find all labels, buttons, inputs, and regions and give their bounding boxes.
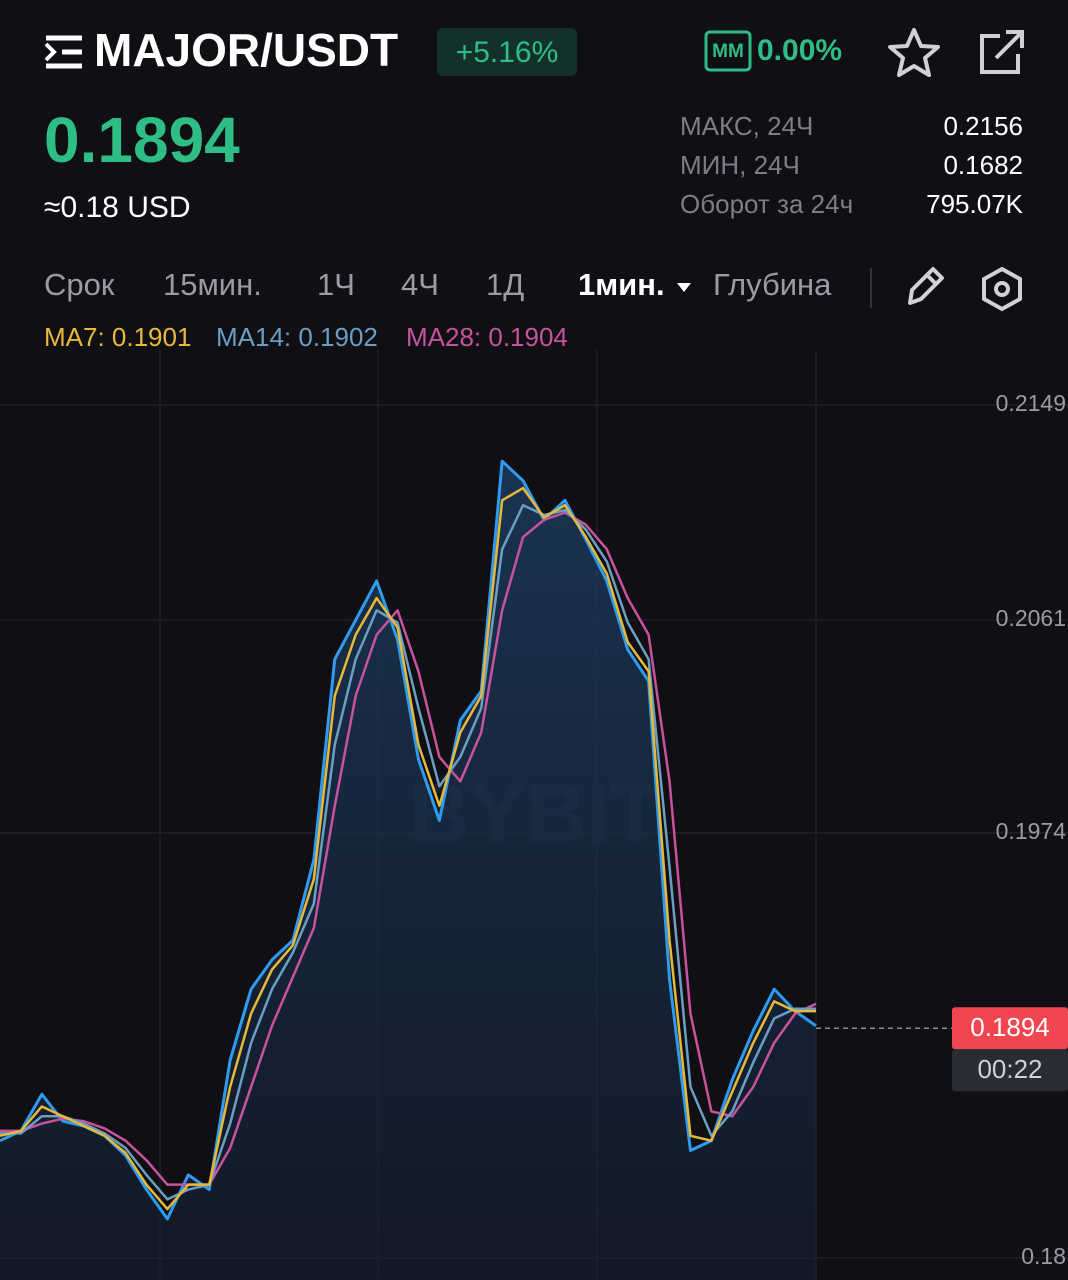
stat-value: 0.1682 [943, 150, 1023, 180]
tab[interactable]: 1мин. [578, 267, 665, 302]
tab[interactable]: 4Ч [401, 267, 439, 302]
price-line [0, 459, 817, 1221]
change: +5.16% [456, 36, 559, 69]
ma-legend: MA7: 0.1901 MA14: 0.1902 MA28: 0.1904 [44, 322, 568, 352]
y-tick-label: 0.18 [1021, 1243, 1066, 1269]
last-price-label: 0.1894 [970, 1012, 1050, 1042]
stat-label: МАКС, 24Ч [680, 111, 813, 141]
y-tick-label: 0.2149 [996, 390, 1066, 416]
menu-icon[interactable] [44, 35, 82, 69]
stat-value: 795.07K [926, 189, 1024, 219]
y-tick-label: 0.1974 [996, 818, 1067, 844]
stats: МАКС, 24Ч 0.2156 МИН, 24Ч 0.1682 Оборот за 2… [680, 111, 1024, 219]
tab[interactable]: Глубина [713, 267, 832, 302]
y-tick-label: 0.2061 [996, 605, 1066, 631]
mm-badge-box [704, 30, 752, 72]
usd-price: ≈0.18 USD [44, 191, 191, 224]
settings-icon[interactable] [982, 266, 1022, 312]
last-price: 0.1894 [44, 104, 240, 176]
ma-legend-item: MA14: 0.1902 [216, 322, 378, 352]
pencil-icon[interactable] [908, 267, 944, 305]
tab[interactable]: 15мин. [163, 267, 262, 302]
mm-badge: MM [712, 41, 744, 62]
ma-legend-item: MA7: 0.1901 [44, 322, 191, 352]
ma-line [0, 511, 817, 1186]
tabs: Срок 15мин. 1Ч 4Ч 1Д 1мин. Глубина [44, 267, 832, 302]
stat-value: 0.2156 [943, 111, 1023, 141]
price-area [0, 461, 816, 1280]
countdown-tag [952, 1049, 1068, 1092]
countdown: 00:22 [977, 1054, 1042, 1084]
ma-line [0, 503, 816, 1201]
stat-label: МИН, 24Ч [680, 150, 800, 180]
tab[interactable]: 1Д [486, 267, 524, 302]
share-icon[interactable] [980, 30, 1024, 74]
star-icon[interactable] [888, 28, 940, 77]
dropdown-arrow[interactable] [677, 283, 691, 292]
stat-label: Оборот за 24ч [680, 189, 853, 219]
mm-value: 0.00% [757, 34, 842, 67]
ma-line [0, 486, 816, 1211]
tab[interactable]: 1Ч [317, 267, 355, 302]
pair[interactable]: MAJOR/USDT [94, 24, 398, 76]
change-badge [437, 28, 577, 76]
ma-legend-item: MA28: 0.1904 [406, 322, 568, 352]
last-price-tag [952, 1007, 1068, 1050]
tab[interactable]: Срок [44, 267, 115, 302]
